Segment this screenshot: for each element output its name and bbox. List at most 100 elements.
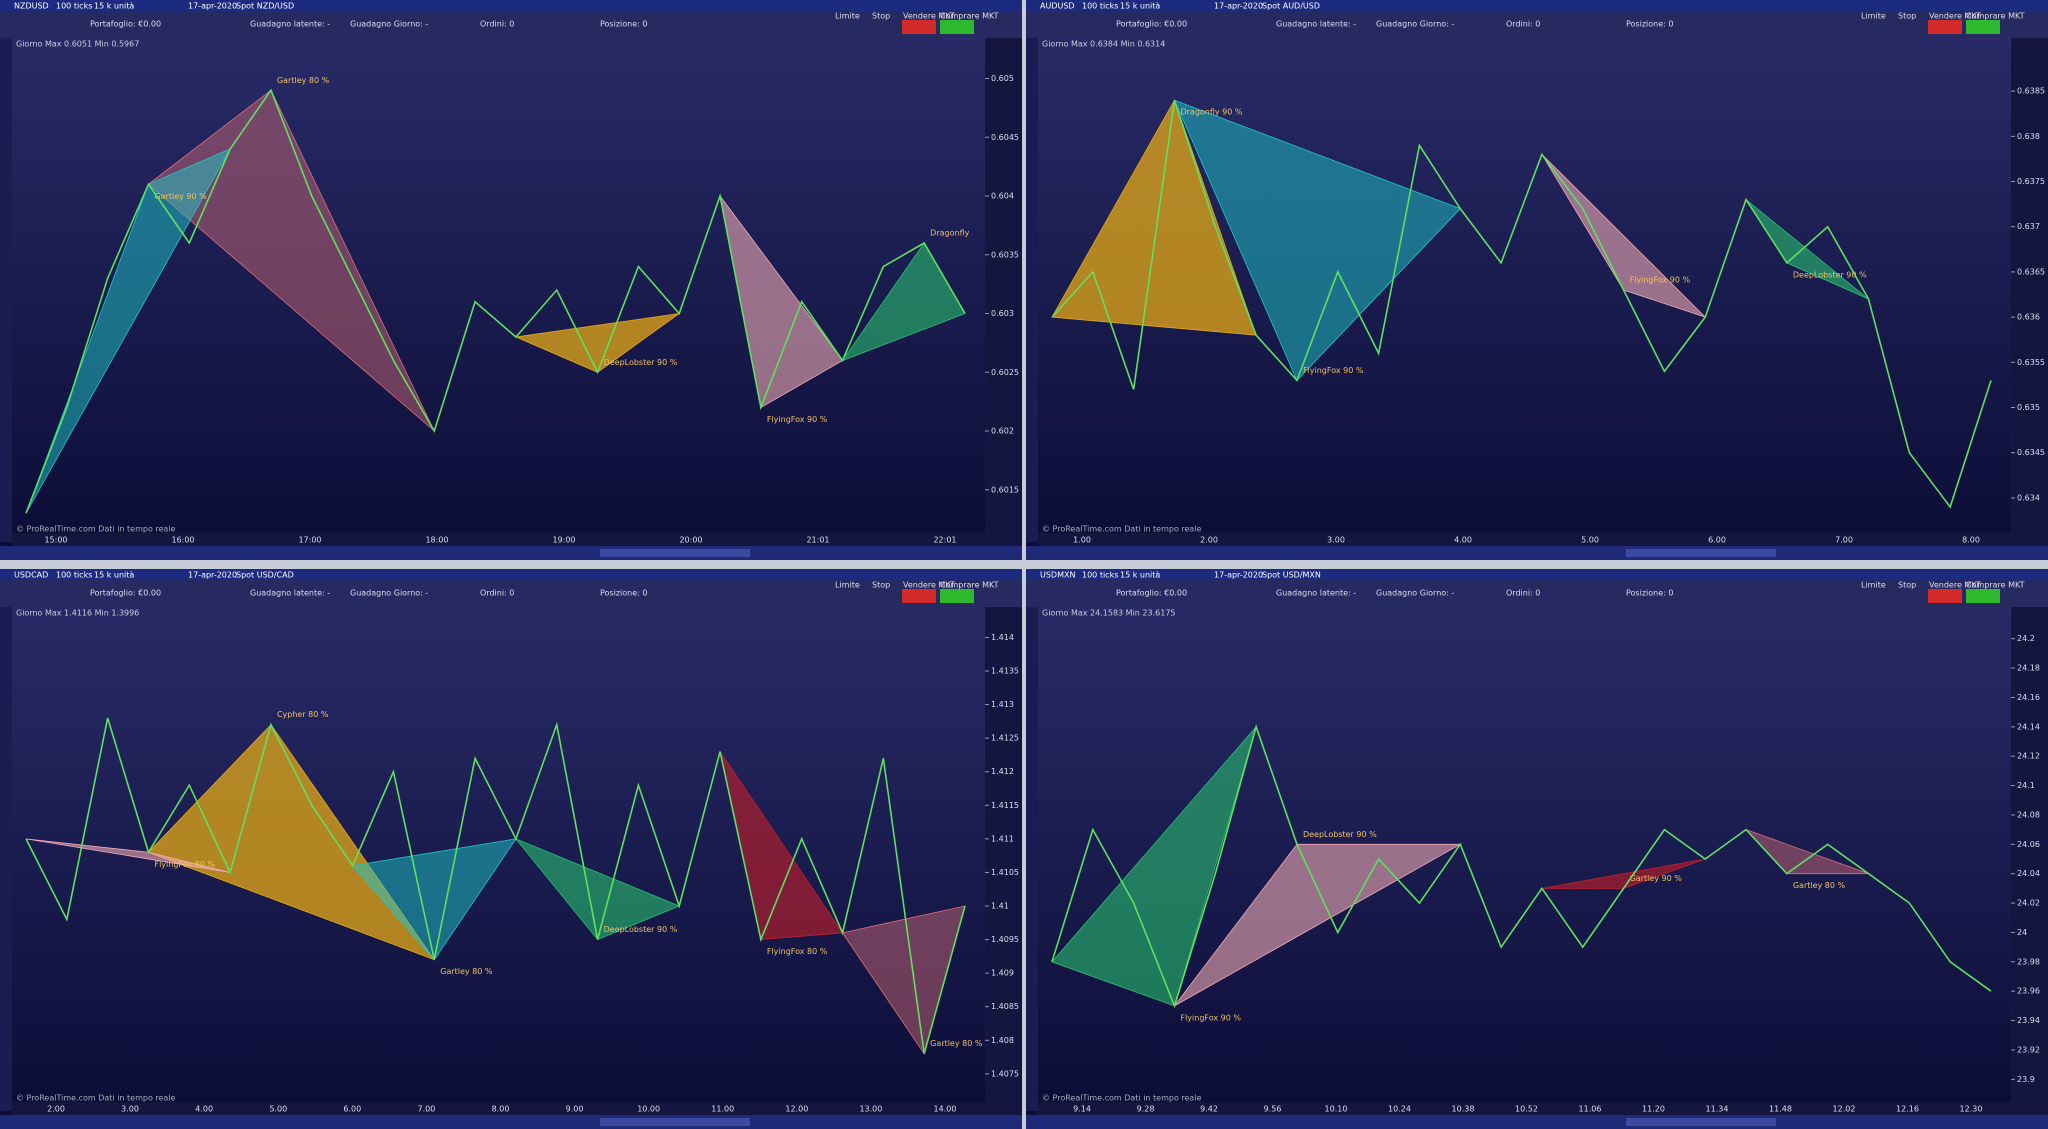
pattern-label: DeepLobster 90 %	[1303, 830, 1377, 839]
pattern-label: Gartley 80 %	[277, 76, 330, 85]
side-toolbar	[1026, 607, 1038, 1111]
buy-button[interactable]	[940, 589, 974, 603]
toolbar-orders: Ordini: 0	[1506, 589, 1540, 598]
y-tick-label: 1.408	[991, 1036, 1014, 1045]
y-tick-label: 1.41	[991, 902, 1009, 911]
y-tick-label: 0.634	[2017, 493, 2040, 502]
buy-button[interactable]	[940, 20, 974, 34]
x-tick-label: 13.00	[859, 1105, 882, 1114]
y-tick-label: 1.4115	[991, 801, 1019, 810]
x-tick-label: 17:00	[298, 536, 321, 545]
y-tick-label: 1.412	[991, 767, 1014, 776]
buy-button[interactable]	[1966, 589, 2000, 603]
header-ticks[interactable]: 100 ticks	[56, 571, 92, 580]
header-date[interactable]: 17-apr-2020	[188, 2, 237, 11]
buy-label: Comprare MKT	[1966, 581, 2025, 590]
toolbar-stop: Stop	[872, 12, 890, 21]
toolbar-portfolio: Portafoglio: €0.00	[1116, 589, 1187, 598]
y-tick-label: 23.96	[2017, 987, 2040, 996]
y-tick-label: 23.92	[2017, 1045, 2040, 1054]
y-tick-label: 1.4135	[991, 667, 1019, 676]
side-toolbar	[0, 38, 12, 542]
toolbar-latent: Guadagno latente: -	[250, 20, 330, 29]
y-tick-label: 1.414	[991, 633, 1014, 642]
toolbar-day: Guadagno Giorno: -	[1376, 20, 1454, 29]
x-tick-label: 11.48	[1769, 1105, 1792, 1114]
toolbar-position: Posizione: 0	[600, 20, 647, 29]
sell-button[interactable]	[902, 589, 936, 603]
x-tick-label: 5.00	[1581, 536, 1599, 545]
x-tick-label: 7.00	[418, 1105, 436, 1114]
toolbar-latent: Guadagno latente: -	[1276, 20, 1356, 29]
pattern-label: DeepLobster 90 %	[1793, 270, 1867, 279]
x-tick-label: 9.28	[1137, 1105, 1155, 1114]
scroll-thumb[interactable]	[600, 1118, 750, 1126]
pattern-shape	[147, 724, 436, 961]
pattern-label: FlyingFox 80 %	[154, 860, 215, 869]
buy-label: Comprare MKT	[940, 581, 999, 590]
price-axis	[985, 607, 1022, 1102]
toolbar-stop: Stop	[872, 581, 890, 590]
header-ticks[interactable]: 100 ticks	[1082, 2, 1118, 11]
y-tick-label: 24.16	[2017, 693, 2040, 702]
x-tick-label: 12.02	[1833, 1105, 1856, 1114]
toolbar-orders: Ordini: 0	[480, 589, 514, 598]
y-tick-label: 1.413	[991, 700, 1014, 709]
scroll-thumb[interactable]	[1626, 1118, 1776, 1126]
header-date[interactable]: 17-apr-2020	[1214, 571, 1263, 580]
scroll-thumb[interactable]	[600, 549, 750, 557]
y-tick-label: 23.9	[2017, 1075, 2035, 1084]
header-date[interactable]: 17-apr-2020	[188, 571, 237, 580]
header-units[interactable]: 15 k unità	[1120, 571, 1160, 580]
x-tick-label: 10.00	[637, 1105, 660, 1114]
footer-note: © ProRealTime.com Dati in tempo reale	[16, 525, 176, 534]
y-tick-label: 24.18	[2017, 664, 2040, 673]
panel-bg	[0, 0, 1022, 560]
header-units[interactable]: 15 k unità	[1120, 2, 1160, 11]
y-tick-label: 0.6385	[2017, 87, 2045, 96]
header-ticks[interactable]: 100 ticks	[56, 2, 92, 11]
x-tick-label: 9.14	[1073, 1105, 1091, 1114]
pattern-shape	[1051, 99, 1257, 336]
y-tick-label: 24.1	[2017, 781, 2035, 790]
toolbar	[1026, 580, 2048, 607]
header-units[interactable]: 15 k unità	[94, 2, 134, 11]
y-tick-label: 1.409	[991, 969, 1014, 978]
toolbar	[1026, 11, 2048, 38]
sell-button[interactable]	[1928, 20, 1962, 34]
sell-button[interactable]	[1928, 589, 1962, 603]
x-tick-label: 18:00	[425, 536, 448, 545]
x-tick-label: 10.52	[1515, 1105, 1538, 1114]
header-symbol[interactable]: USDCAD	[14, 571, 48, 580]
x-tick-label: 16:00	[171, 536, 194, 545]
header-symbol[interactable]: USDMXN	[1040, 571, 1075, 580]
y-tick-label: 24.12	[2017, 752, 2040, 761]
scroll-bar	[1026, 1115, 2048, 1129]
header-units[interactable]: 15 k unità	[94, 571, 134, 580]
header-symbol[interactable]: NZDUSD	[14, 2, 49, 11]
y-tick-label: 24.2	[2017, 634, 2035, 643]
header-instrument[interactable]: Spot AUD/USD	[1262, 2, 1320, 11]
y-tick-label: 24.04	[2017, 869, 2040, 878]
header-date[interactable]: 17-apr-2020	[1214, 2, 1263, 11]
header-ticks[interactable]: 100 ticks	[1082, 571, 1118, 580]
header-instrument[interactable]: Spot USD/CAD	[236, 571, 294, 580]
footer-note: © ProRealTime.com Dati in tempo reale	[1042, 525, 1202, 534]
header-instrument[interactable]: Spot NZD/USD	[236, 2, 294, 11]
x-tick-label: 20:00	[679, 536, 702, 545]
sell-button[interactable]	[902, 20, 936, 34]
scroll-thumb[interactable]	[1626, 549, 1776, 557]
x-tick-label: 4.00	[195, 1105, 213, 1114]
panel: AUDUSD 100 ticks 15 k unità 17-apr-2020Spot…	[1026, 0, 2048, 560]
buy-button[interactable]	[1966, 20, 2000, 34]
title-bar	[1026, 569, 2048, 580]
y-tick-label: 0.6045	[991, 133, 1019, 142]
header-symbol[interactable]: AUDUSD	[1040, 2, 1075, 11]
y-tick-label: 1.4105	[991, 868, 1019, 877]
y-tick-label: 0.602	[991, 427, 1014, 436]
x-tick-label: 15:00	[44, 536, 67, 545]
header-instrument[interactable]: Spot USD/MXN	[1262, 571, 1321, 580]
pattern-label: Gartley 80 %	[930, 1039, 983, 1048]
